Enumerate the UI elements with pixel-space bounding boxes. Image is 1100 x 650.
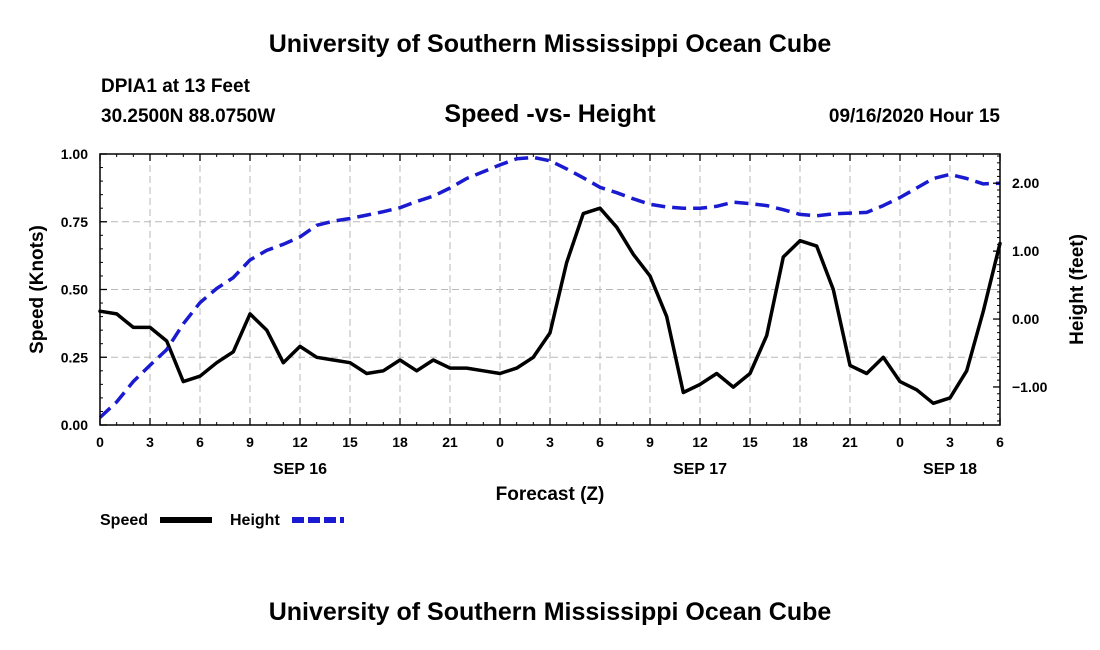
x-tick-label: 18 xyxy=(792,434,808,450)
x-tick-label: 15 xyxy=(742,434,758,450)
y-tick-label: 0.50 xyxy=(61,282,88,298)
series-layer xyxy=(98,155,1002,419)
x-tick-label: 6 xyxy=(196,434,204,450)
x-tick-label: 6 xyxy=(596,434,604,450)
x-tick-label: 9 xyxy=(246,434,254,450)
y2-tick-label: 2.00 xyxy=(1012,175,1039,191)
date-label: SEP 18 xyxy=(923,461,977,478)
y2-axis-title: Height (feet) xyxy=(1067,234,1088,345)
date-label: SEP 17 xyxy=(673,461,727,478)
legend-label-height: Height xyxy=(230,512,280,529)
x-tick-label: 12 xyxy=(292,434,308,450)
station-name: DPIA1 at 13 Feet xyxy=(101,76,250,97)
x-tick-label: 0 xyxy=(96,434,104,450)
grid-lines xyxy=(100,154,1000,425)
y-tick-label: 0.75 xyxy=(61,214,88,230)
x-tick-label: 0 xyxy=(496,434,504,450)
x-tick-label: 21 xyxy=(442,434,458,450)
x-axis-title: Forecast (Z) xyxy=(496,484,605,505)
x-tick-label: 6 xyxy=(996,434,1004,450)
series-line-height xyxy=(98,155,1001,419)
x-tick-label: 0 xyxy=(896,434,904,450)
y-tick-label: 0.25 xyxy=(61,349,88,365)
series-line-speed xyxy=(98,206,1002,406)
x-tick-label: 3 xyxy=(146,434,154,450)
date-label: SEP 16 xyxy=(273,461,327,478)
x-tick-label: 12 xyxy=(692,434,708,450)
chart-date: 09/16/2020 Hour 15 xyxy=(828,106,1000,127)
x-tick-label: 21 xyxy=(842,434,858,450)
legend-label-speed: Speed xyxy=(100,512,148,529)
axis-labels: 0 3 6 9 12 15 18 21 0 3 6 9 12 15 18 21 0 3 6 0.00 0.25 0.50 0… xyxy=(27,146,1088,505)
y2-tick-label: 1.00 xyxy=(1012,243,1039,259)
header-title: University of Southern Mississippi Ocean… xyxy=(268,30,832,58)
y-tick-label: 1.00 xyxy=(61,146,88,162)
x-tick-label: 9 xyxy=(646,434,654,450)
legend: Speed Height xyxy=(100,512,344,529)
x-tick-label: 15 xyxy=(342,434,358,450)
x-tick-label: 3 xyxy=(946,434,954,450)
station-coords: 30.2500N 88.0750W xyxy=(101,106,276,127)
y2-tick-label: −1.00 xyxy=(1012,379,1048,395)
axis-ticks xyxy=(99,153,1001,426)
chart-title: Speed -vs- Height xyxy=(444,100,656,128)
y-tick-label: 0.00 xyxy=(61,417,88,433)
footer-title: University of Southern Mississippi Ocean… xyxy=(268,598,832,626)
y2-tick-label: 0.00 xyxy=(1012,311,1039,327)
x-tick-label: 3 xyxy=(546,434,554,450)
x-tick-label: 18 xyxy=(392,434,408,450)
y-axis-title: Speed (Knots) xyxy=(27,225,48,354)
